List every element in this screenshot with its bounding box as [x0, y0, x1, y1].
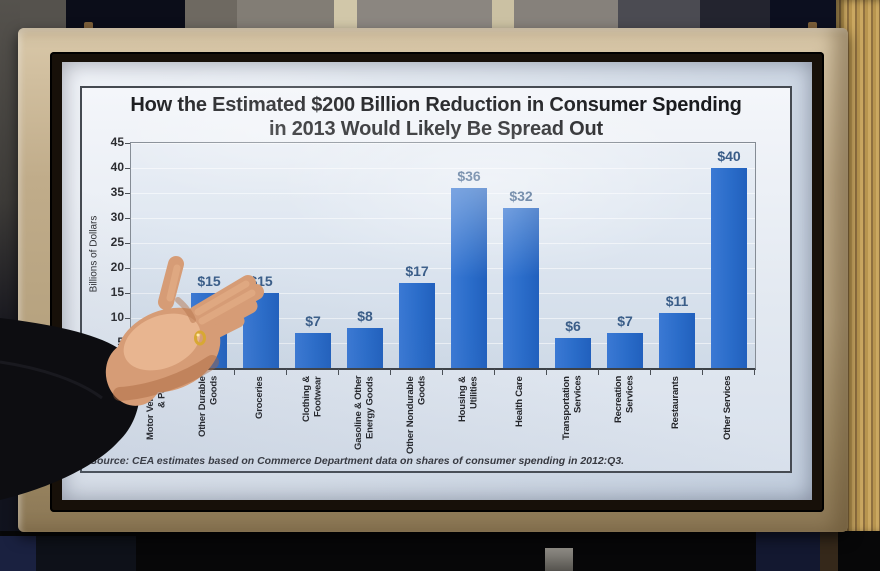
y-axis-ticks: 45 40 35 30 25 20 15 10 5 0 — [98, 135, 124, 374]
x-axis-tick-marks — [130, 369, 755, 375]
bar — [243, 293, 279, 368]
bar — [399, 283, 435, 368]
x-tick-label: Gasoline & Other Energy Goods — [338, 376, 390, 456]
chart-title-line1: How the Estimated $200 Billion Reduction… — [130, 94, 742, 116]
x-tick-label-text: Health Care — [514, 376, 526, 427]
bar-value-label: $15 — [249, 273, 273, 289]
bar — [711, 168, 747, 368]
y-tick-label: 45 — [110, 135, 124, 149]
x-tick-label: Other Services — [702, 376, 754, 456]
x-tick-label-text: Transportation Services — [560, 376, 584, 440]
bar-value-label: $6 — [565, 318, 581, 334]
y-tick-label: 5 — [117, 335, 124, 349]
bar-value-label: $17 — [405, 263, 429, 279]
x-tick-label-text: Restaurants — [670, 376, 682, 429]
table-leg — [820, 531, 838, 571]
x-tick-label: Other Durable Goods — [182, 376, 234, 456]
x-tick-label-text: Groceries — [254, 376, 266, 419]
bar — [607, 333, 643, 368]
y-tick-label: 20 — [110, 260, 124, 274]
navy-corner — [0, 536, 36, 571]
y-tick-label: 35 — [110, 185, 124, 199]
x-tick-label-text: Clothing & Footwear — [300, 376, 324, 423]
bar-value-label: $7 — [305, 313, 321, 329]
background-below-tv — [0, 531, 880, 571]
bar-value-label: $32 — [509, 188, 533, 204]
bar — [451, 188, 487, 368]
navy-panel-bottom-right — [756, 531, 820, 571]
x-tick-label-text: Gasoline & Other Energy Goods — [352, 376, 376, 451]
source-note: Source: CEA estimates based on Commerce … — [90, 455, 625, 467]
bar — [503, 208, 539, 368]
tv-screen: How the Estimated $200 Billion Reduction… — [62, 62, 812, 500]
background-left-edge — [0, 0, 20, 571]
x-axis-labels: Motor Vehicles & Parts Other Durable Good… — [130, 376, 754, 456]
bar — [347, 328, 383, 368]
chart-title-line2: in 2013 Would Likely Be Spread Out — [268, 118, 604, 140]
x-tick-label-text: Other Nondurable Goods — [404, 376, 428, 454]
x-tick-label: Restaurants — [650, 376, 702, 456]
frame-clip — [808, 22, 817, 32]
x-tick-label: Recreation Services — [598, 376, 650, 456]
bar-value-label: $8 — [357, 308, 373, 324]
bar-value-label: $36 — [457, 168, 481, 184]
y-tick-label: 10 — [110, 310, 124, 324]
x-tick-label: Housing & Utilities — [442, 376, 494, 456]
bar-value-label: $7 — [617, 313, 633, 329]
bar — [191, 293, 227, 368]
y-tick-label: 25 — [110, 235, 124, 249]
chart-title: How the Estimated $200 Billion Reduction… — [82, 93, 790, 141]
y-tick-label: 30 — [110, 210, 124, 224]
x-tick-label: Clothing & Footwear — [286, 376, 338, 456]
bar-value-label: $15 — [197, 273, 221, 289]
bar — [295, 333, 331, 368]
x-tick-label-text: Housing & Utilities — [456, 376, 480, 422]
y-tick-label: 40 — [110, 160, 124, 174]
x-tick-label: Health Care — [494, 376, 546, 456]
y-tick-label: 15 — [110, 285, 124, 299]
x-tick-label-text: Motor Vehicles & Parts — [144, 376, 168, 441]
bar-value-label: $40 — [717, 148, 741, 164]
x-tick-label: Transportation Services — [546, 376, 598, 456]
x-tick-label: Motor Vehicles & Parts — [130, 376, 182, 456]
plot-area: $15 $15 $7 $8 $17 $36 $32 $6 $7 $11 $40 — [130, 142, 756, 370]
x-tick-label: Other Nondurable Goods — [390, 376, 442, 456]
x-tick-label: Groceries — [234, 376, 286, 456]
bar-value-label: $11 — [665, 293, 689, 309]
shadow-corner — [36, 536, 136, 571]
tv-stand — [545, 548, 573, 571]
chart-slide: How the Estimated $200 Billion Reduction… — [80, 86, 792, 473]
y-tick-label: 0 — [117, 360, 124, 374]
briefing-room-backdrop — [0, 0, 880, 46]
x-tick-label-text: Other Services — [722, 376, 734, 441]
y-axis-tick-marks — [125, 142, 130, 368]
bar — [555, 338, 591, 368]
frame-clip — [84, 22, 93, 32]
bar — [659, 313, 695, 368]
x-tick-label-text: Other Durable Goods — [196, 376, 220, 437]
x-tick-label-text: Recreation Services — [612, 376, 636, 424]
